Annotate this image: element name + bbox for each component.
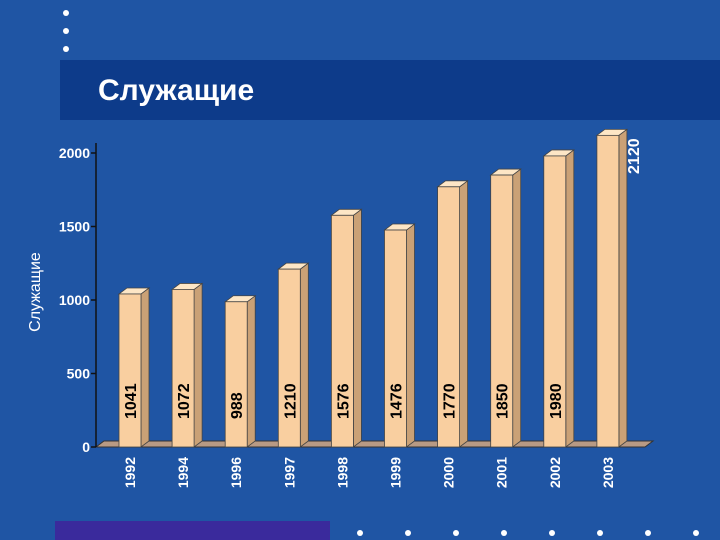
title-band xyxy=(60,60,720,120)
bar xyxy=(224,301,248,448)
x-tick-label: 2001 xyxy=(494,457,510,488)
bullet-dot-icon xyxy=(63,28,69,34)
y-tick-label: 2000 xyxy=(59,145,90,161)
bar xyxy=(118,293,142,448)
data-label: 1041 xyxy=(123,383,140,419)
bar xyxy=(543,155,567,448)
bar-side xyxy=(140,287,150,448)
bar xyxy=(330,214,354,448)
data-label: 1850 xyxy=(495,383,512,419)
bar-side xyxy=(512,168,522,448)
slide-title: Служащие xyxy=(98,74,255,107)
data-label: 988 xyxy=(229,392,246,419)
data-label: 1576 xyxy=(335,383,352,419)
x-tick-label: 2003 xyxy=(600,457,616,488)
bar-side xyxy=(246,294,256,448)
x-tick-label: 1998 xyxy=(334,457,350,488)
x-tick-label: 2002 xyxy=(547,457,563,488)
x-tick-label: 1996 xyxy=(228,457,244,488)
bar xyxy=(490,174,514,448)
data-label: 1210 xyxy=(282,383,299,419)
bar xyxy=(384,229,407,448)
data-label: 2120 xyxy=(626,138,643,174)
bar xyxy=(596,134,620,448)
bar xyxy=(277,268,301,448)
bullet-dot-icon xyxy=(63,46,69,52)
bar xyxy=(171,289,195,448)
y-tick-label: 1500 xyxy=(59,219,90,235)
data-label: 1770 xyxy=(442,383,459,419)
x-tick-label: 2000 xyxy=(441,457,457,488)
bar-side xyxy=(565,149,575,448)
y-tick-label: 1000 xyxy=(59,292,90,308)
bar-side xyxy=(299,262,309,448)
x-tick-label: 1999 xyxy=(388,457,404,488)
data-label: 1072 xyxy=(176,383,193,419)
y-axis-label: Служащие xyxy=(27,252,44,332)
y-tick-label: 500 xyxy=(67,366,91,382)
x-tick-label: 1992 xyxy=(122,457,138,488)
bar-side xyxy=(459,180,469,448)
bar-side xyxy=(618,128,628,448)
data-label: 1476 xyxy=(389,383,406,419)
x-tick-label: 1997 xyxy=(281,457,297,488)
bar-side xyxy=(406,223,415,448)
data-label: 1980 xyxy=(548,383,565,419)
bar-side xyxy=(352,208,362,448)
bullet-dot-icon xyxy=(63,10,69,16)
bar xyxy=(437,186,461,448)
x-tick-label: 1994 xyxy=(175,457,191,488)
y-tick-label: 0 xyxy=(82,439,90,455)
bottom-accent-bar xyxy=(55,521,330,540)
bar-side xyxy=(193,282,203,448)
